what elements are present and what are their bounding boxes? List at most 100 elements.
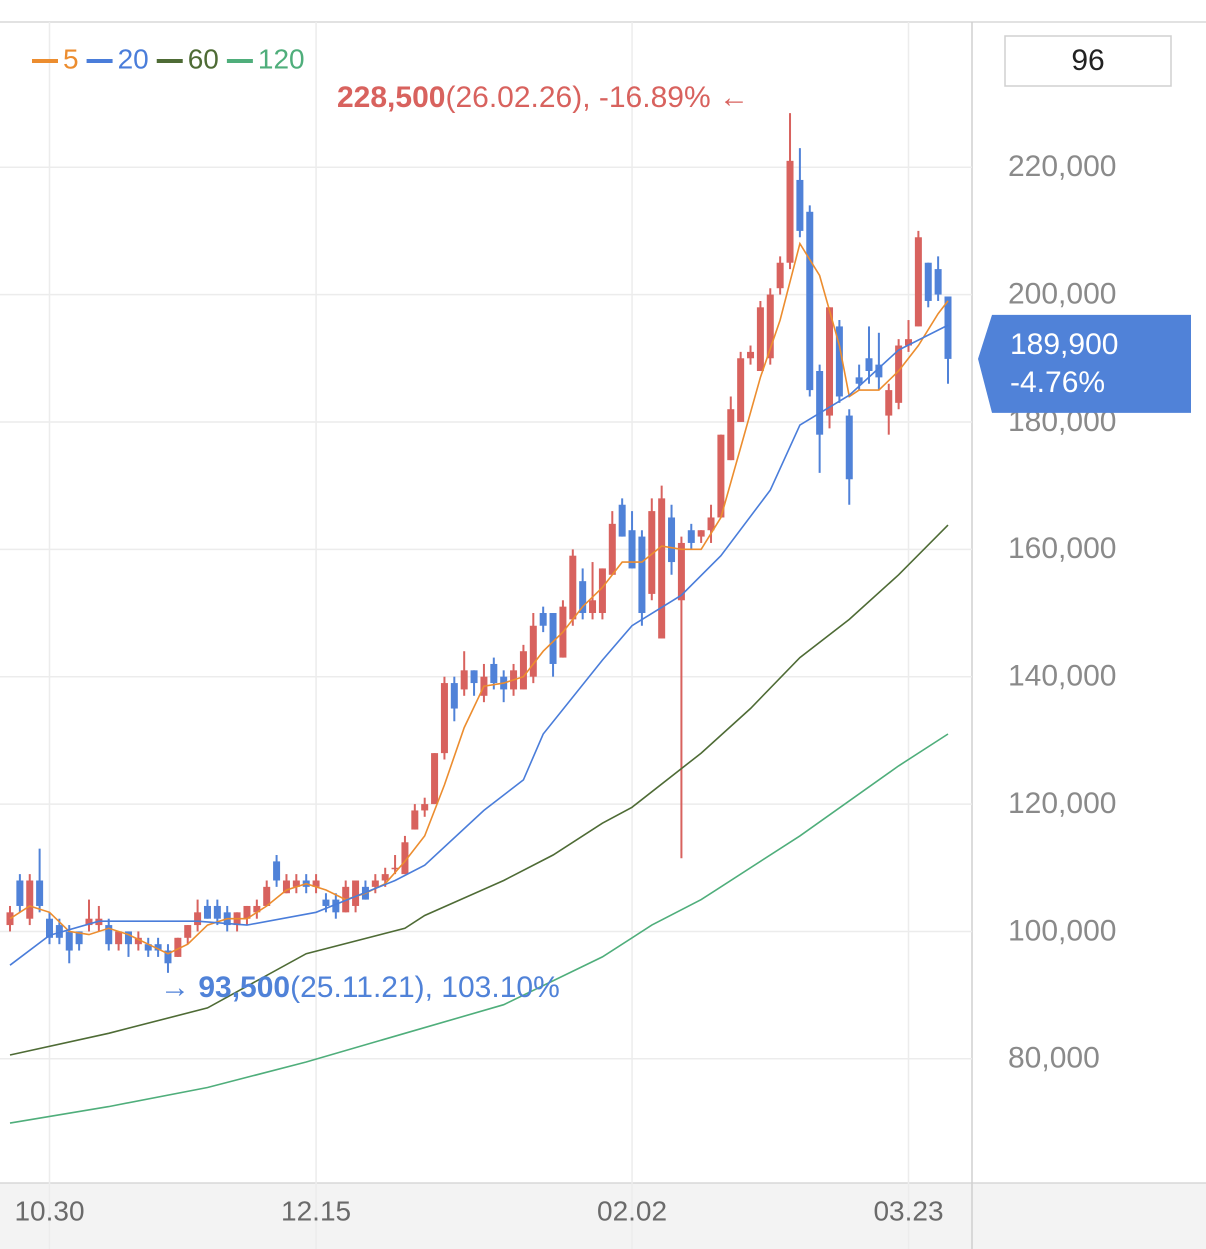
candle-body [381,874,389,881]
candle-body [905,339,913,346]
last-price-change: -4.76% [1010,366,1105,399]
legend: 5 20 60 120 [32,43,305,74]
marker-value: 93,500 [198,971,290,1004]
candle-body [885,390,893,416]
max-marker: 228,500(26.02.26), -16.89% ← [337,81,749,114]
candle-body [658,498,666,639]
candle-body [144,944,152,951]
grid: 80,000100,000120,000140,000160,000180,00… [0,22,1116,1249]
candle-body [213,905,221,919]
candle-body [796,179,804,231]
candle-body [124,931,132,945]
candle-body [371,880,379,887]
y-tick-label: 120,000 [1008,787,1116,820]
candle-body [440,683,448,754]
ma-line [9,324,949,966]
candle-body [697,530,705,537]
candle-body [944,296,952,359]
candle-body [401,842,409,875]
last-price-tag [978,314,1191,413]
candle-body [539,613,547,626]
candle-body [579,581,587,614]
candle-body [282,880,290,894]
candle-body [105,925,113,945]
candle-body [164,950,172,964]
candle-body [707,517,715,531]
candle-body [411,810,419,830]
candle-body [549,613,557,664]
candle-body [668,517,676,563]
y-tick-label: 200,000 [1008,277,1116,310]
candle-body [737,358,745,422]
candle-body [263,886,271,906]
ma-line [9,733,949,1124]
candle-body [273,861,281,881]
candle-body [835,326,843,397]
marker-arrow: ← [719,81,749,114]
candle-body [490,663,498,684]
candle-body [628,530,636,569]
candle-body [6,912,14,926]
candle-body [519,651,527,690]
candle-body [618,504,626,537]
candle-body [855,377,863,384]
candle-body [26,880,34,919]
candle-body [36,880,44,906]
candle-body [786,160,794,263]
candle-body [845,415,853,480]
marker-arrow: → [160,971,190,1004]
legend-label: 20 [118,43,149,74]
ma-line [9,241,949,955]
candle-body [115,931,123,945]
candle-body [184,925,192,938]
candle-body [391,867,399,870]
candle-body [806,211,814,391]
candle-body [460,670,468,690]
candle-body [352,880,360,906]
candle-body [292,880,300,887]
candle-body [677,542,685,601]
candle-body [203,905,211,919]
candle-body [766,294,774,359]
candle-body [450,683,458,709]
candle-body [648,511,656,594]
plot: 228,500(26.02.26), -16.89% ← → 93,500(25.… [6,81,952,1124]
candle-body [865,358,873,372]
legend-label: 120 [258,43,305,74]
candle-body [608,523,616,575]
candle-body [717,434,725,518]
period-label[interactable]: 96 [1071,44,1104,77]
candle-body [638,536,646,614]
last-price-label: 189,900 [1010,328,1118,361]
y-tick-label: 220,000 [1008,150,1116,183]
x-tick-label: 12.15 [281,1195,351,1226]
candle-body [816,371,824,435]
candle-body [924,262,932,301]
x-tick-label: 02.02 [597,1195,667,1226]
ma-line [9,524,949,1056]
x-axis-band [0,1183,1206,1249]
candle-body [75,931,83,945]
legend-label: 60 [188,43,219,74]
candle-body [895,345,903,403]
candle-body [934,269,942,295]
candle-body [914,237,922,327]
marker-value: 228,500 [337,81,445,114]
marker-detail: (25.11.21), 103.10% [290,971,560,1004]
candle-body [589,600,597,614]
candle-body [154,944,162,951]
candle-body [322,899,330,906]
candle-body [569,555,577,620]
min-marker: → 93,500(25.11.21), 103.10% [160,971,560,1004]
period-box[interactable] [1004,35,1172,87]
candle-body [598,568,606,614]
y-tick-label: 140,000 [1008,660,1116,693]
x-tick-label: 03.23 [873,1195,943,1226]
y-tick-label: 160,000 [1008,532,1116,565]
candle-body [421,804,429,811]
marker-detail: (26.02.26), -16.89% [445,81,710,114]
candle-body [174,937,182,957]
candle-body [727,409,735,461]
candle-body [45,918,53,938]
